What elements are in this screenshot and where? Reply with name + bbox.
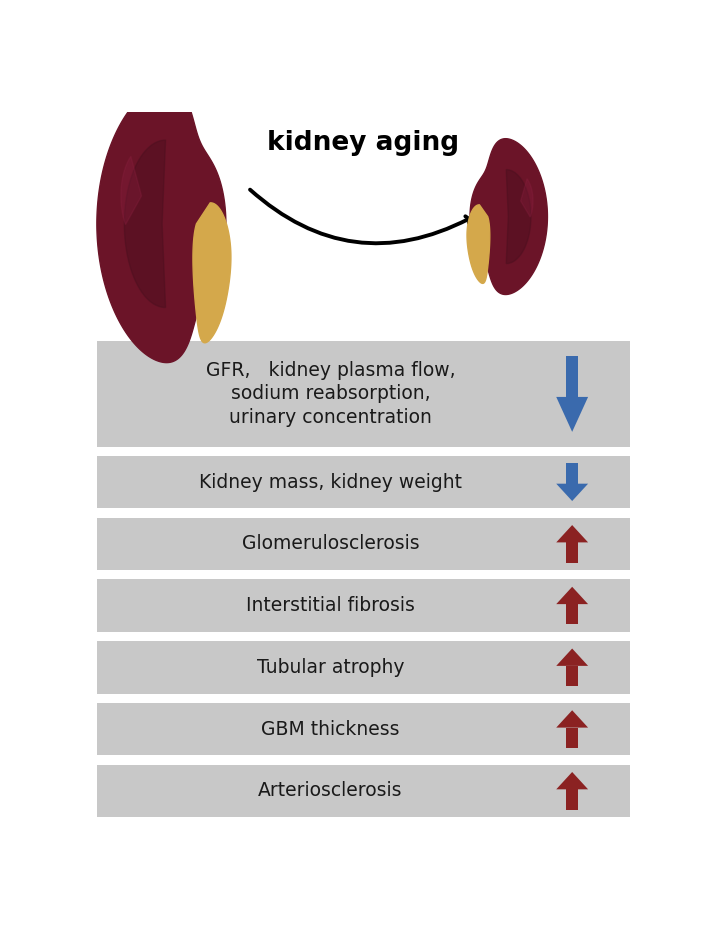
Text: GBM thickness: GBM thickness [261, 720, 400, 739]
Text: kidney aging: kidney aging [267, 130, 459, 156]
Polygon shape [520, 179, 533, 217]
Polygon shape [557, 649, 588, 666]
Bar [566, 464, 579, 483]
Polygon shape [557, 711, 588, 727]
Text: Kidney mass, kidney weight: Kidney mass, kidney weight [199, 473, 462, 492]
Polygon shape [124, 140, 166, 308]
Text: Arteriosclerosis: Arteriosclerosis [258, 782, 403, 800]
Text: GFR,   kidney plasma flow,
sodium reabsorption,
urinary concentration: GFR, kidney plasma flow, sodium reabsorp… [206, 361, 455, 427]
Text: Tubular atrophy: Tubular atrophy [257, 658, 404, 677]
Bar [566, 666, 579, 686]
Bar [97, 456, 630, 509]
Bar [97, 518, 630, 570]
Polygon shape [467, 205, 490, 283]
Bar [566, 356, 579, 397]
Polygon shape [557, 772, 588, 789]
Bar [97, 641, 630, 694]
Polygon shape [506, 169, 531, 264]
Bar [97, 580, 630, 632]
Polygon shape [121, 156, 142, 224]
Bar [566, 789, 579, 810]
Polygon shape [557, 397, 588, 432]
Polygon shape [97, 85, 226, 363]
Bar [97, 765, 630, 817]
Polygon shape [193, 203, 231, 343]
Bar [566, 727, 579, 748]
Polygon shape [557, 483, 588, 501]
Bar [97, 341, 630, 447]
Bar [566, 604, 579, 625]
Bar [97, 703, 630, 755]
Bar [566, 542, 579, 563]
Polygon shape [557, 587, 588, 604]
Polygon shape [470, 138, 547, 295]
Polygon shape [557, 525, 588, 542]
Text: Glomerulosclerosis: Glomerulosclerosis [242, 535, 419, 554]
Text: Interstitial fibrosis: Interstitial fibrosis [246, 597, 415, 615]
